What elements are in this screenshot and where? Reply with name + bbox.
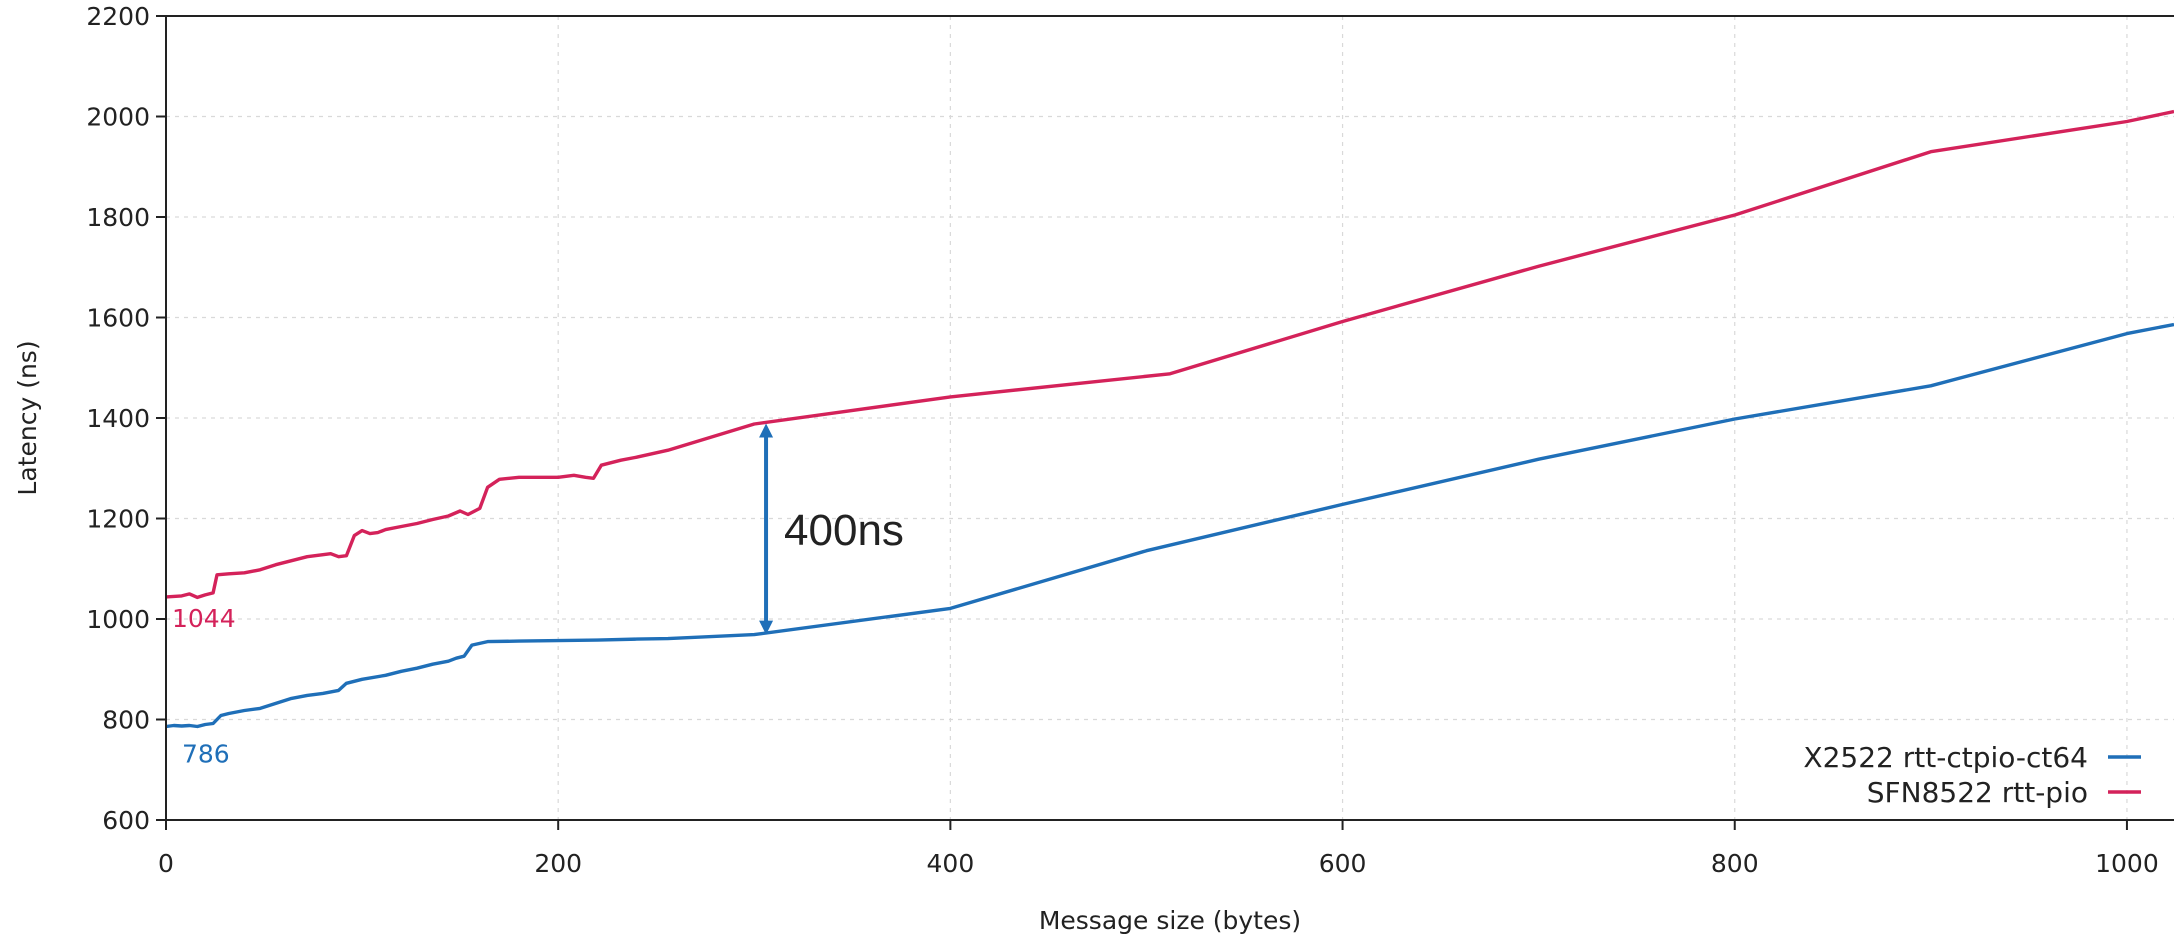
y-tick-label: 2000 — [86, 103, 150, 132]
y-tick-label: 800 — [102, 706, 150, 735]
x-tick-label: 400 — [927, 849, 975, 878]
grid-layer — [166, 16, 2174, 820]
series-start-label-1: 786 — [182, 740, 230, 769]
y-tick-label: 1400 — [86, 404, 150, 433]
series-line-2 — [165, 109, 2174, 600]
x-tick-label: 1000 — [2095, 849, 2159, 878]
legend-label-2: SFN8522 rtt-pio — [1867, 776, 2088, 809]
y-tick-label: 2200 — [86, 2, 150, 31]
series-layer: 786 1044 — [165, 109, 2174, 769]
y-tick-label: 1000 — [86, 605, 150, 634]
y-tick-label: 1200 — [86, 505, 150, 534]
x-tick-label: 200 — [534, 849, 582, 878]
y-axis-ticks: 600 800 1000 1200 1400 1600 1800 2000 2200 — [86, 2, 166, 835]
x-axis-ticks: 0 200 400 600 800 1000 — [158, 820, 2159, 878]
x-tick-label: 0 — [158, 849, 174, 878]
annotation-arrowhead-down — [759, 620, 774, 635]
y-tick-label: 600 — [102, 806, 150, 835]
x-tick-label: 600 — [1319, 849, 1367, 878]
y-axis-label: Latency (ns) — [13, 340, 42, 495]
series-start-label-2: 1044 — [172, 604, 236, 633]
y-tick-label: 1800 — [86, 203, 150, 232]
x-tick-label: 800 — [1711, 849, 1759, 878]
annotation-label: 400ns — [784, 506, 904, 555]
x-axis-label: Message size (bytes) — [1039, 906, 1301, 935]
annotation-arrowhead-up — [759, 423, 774, 438]
plot-frame — [165, 15, 2174, 821]
legend-label-1: X2522 rtt-ctpio-ct64 — [1803, 741, 2088, 774]
series-line-1 — [165, 322, 2174, 729]
y-tick-label: 1600 — [86, 304, 150, 333]
annotation-layer: 400ns — [759, 423, 904, 635]
